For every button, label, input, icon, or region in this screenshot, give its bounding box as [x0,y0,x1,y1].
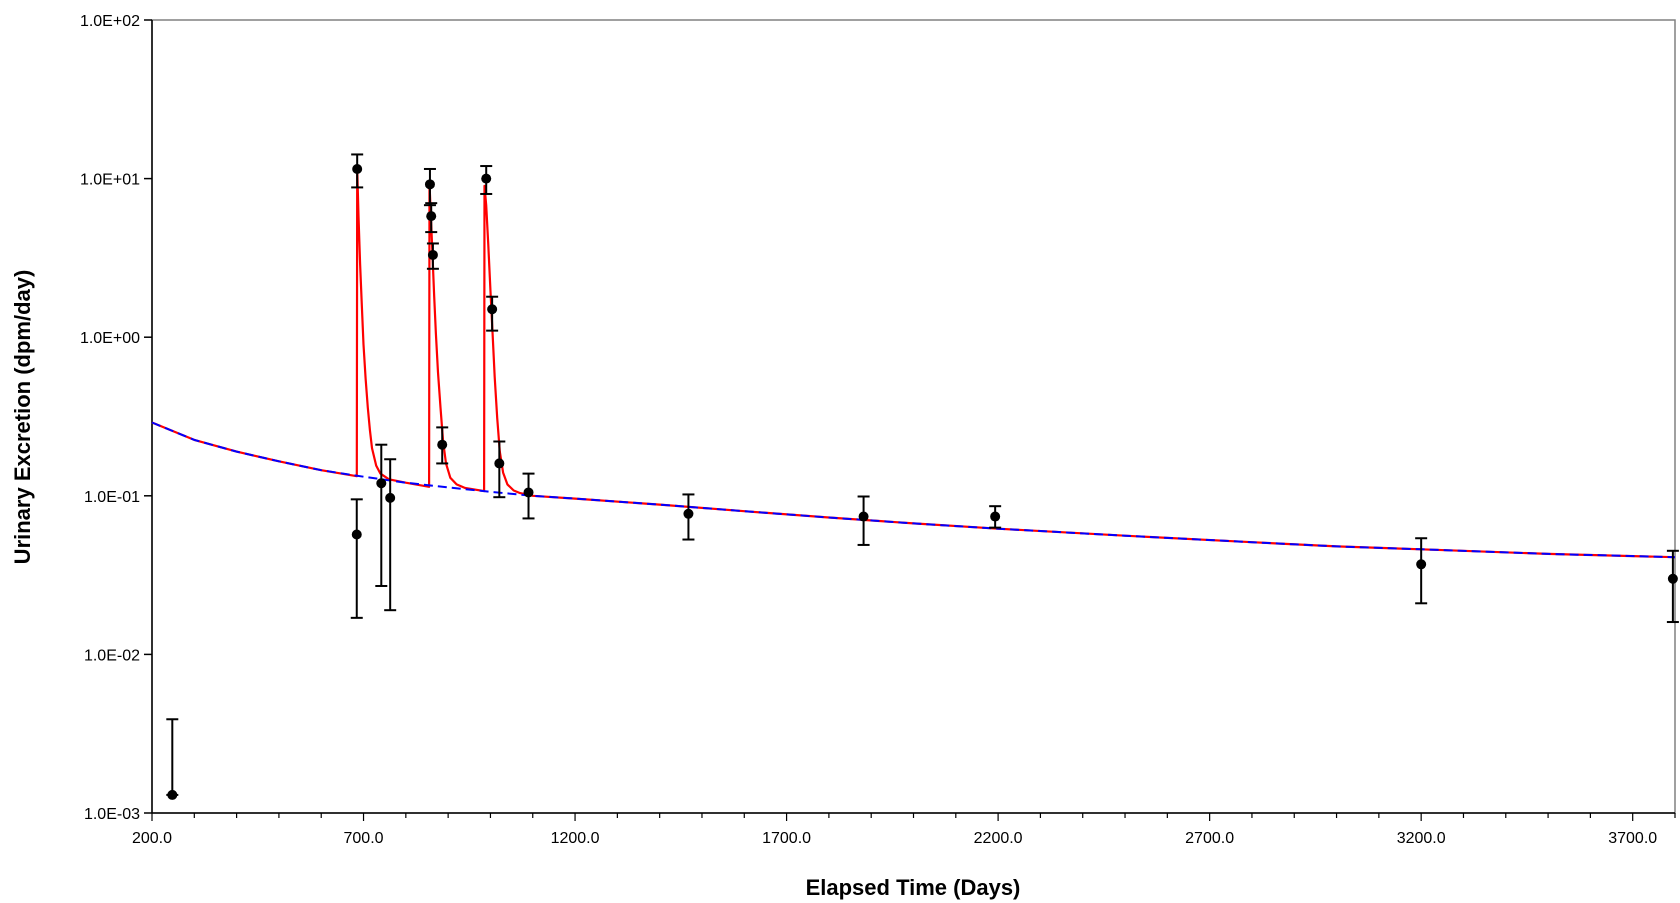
plot-area [151,19,1676,814]
x-tick-label: 700.0 [344,830,384,847]
y-tick-label: 1.0E-01 [84,489,140,506]
data-point [426,211,437,222]
y-tick-label: 1.0E+00 [80,330,140,347]
data-point [385,492,396,503]
x-tick-label: 3700.0 [1608,830,1657,847]
y-axis-ticks: 1.0E-03 1.0E-02 1.0E-01 1.0E+00 1.0E+01 1.0E+… [80,13,152,823]
data-point [437,439,448,450]
x-tick-label: 1200.0 [551,830,600,847]
x-tick-label: 2200.0 [974,830,1023,847]
y-tick-label: 1.0E-03 [84,806,140,823]
data-point [481,173,492,184]
x-tick-label: 200.0 [132,830,172,847]
data-point [376,478,387,489]
y-tick-label: 1.0E+02 [80,13,140,30]
x-axis-title: Elapsed Time (Days) [806,875,1021,900]
intake-fit-line [151,167,1676,559]
data-point [167,789,178,800]
x-axis-ticks: 200.0 700.0 1200.0 1700.0 2200.0 2700.0 3200.0… [132,813,1676,847]
data-point [487,304,498,315]
data-point [352,163,363,174]
data-point [683,508,694,519]
data-point [858,511,869,522]
data-point [523,487,534,498]
data-point [1416,559,1427,570]
data-point [1667,573,1678,584]
x-tick-label: 2700.0 [1185,830,1234,847]
baseline-fit-line [151,421,1676,559]
data-point [427,249,438,260]
data-point [990,511,1001,522]
y-tick-label: 1.0E+01 [80,172,140,189]
data-point [494,458,505,469]
data-point [351,529,362,540]
y-axis-title: Urinary Excretion (dpm/day) [10,270,35,565]
measurement-points [166,153,1679,800]
series-lines [151,167,1676,559]
y-tick-label: 1.0E-02 [84,647,140,664]
x-tick-label: 3200.0 [1397,830,1446,847]
x-tick-label: 1700.0 [762,830,811,847]
data-point [424,179,435,190]
